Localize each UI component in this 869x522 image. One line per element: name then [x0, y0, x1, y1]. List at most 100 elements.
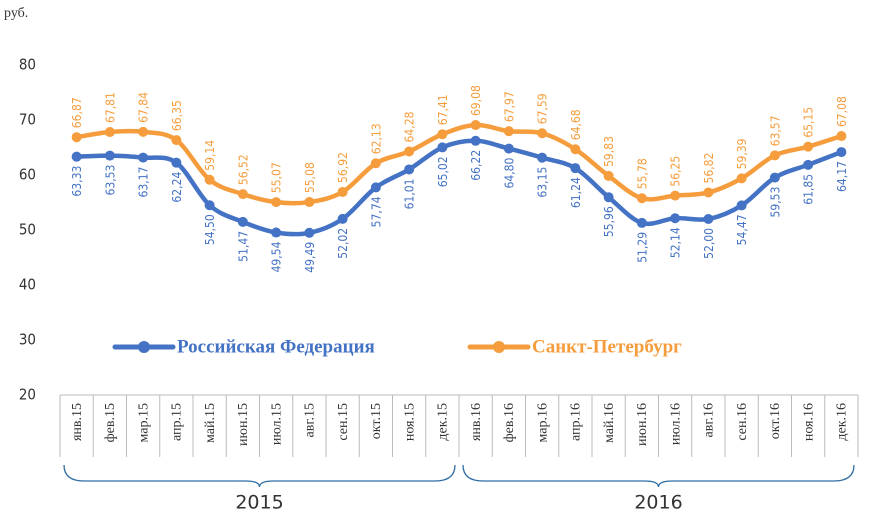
point [71, 151, 82, 162]
point [404, 164, 415, 175]
point [537, 128, 548, 139]
point [636, 193, 647, 204]
point [437, 142, 448, 153]
value-label: 59,83 [602, 136, 616, 167]
year-brace [63, 464, 456, 488]
x-tick-label: мар.16 [535, 403, 550, 442]
point [104, 150, 115, 161]
point [370, 182, 381, 193]
value-label: 66,87 [70, 97, 84, 128]
value-label: 59,53 [768, 187, 782, 218]
value-label: 55,07 [270, 162, 284, 193]
y-tick-label: 40 [19, 276, 36, 294]
value-label: 52,02 [336, 228, 350, 259]
value-label: 63,17 [137, 167, 151, 198]
point [271, 197, 282, 208]
legend-marker [138, 341, 150, 353]
value-label: 63,53 [103, 165, 117, 196]
value-label: 55,08 [303, 162, 317, 193]
value-label: 67,97 [502, 91, 516, 122]
value-label: 55,96 [602, 206, 616, 237]
point [836, 131, 847, 142]
x-tick-label: дек.16 [835, 403, 850, 441]
legend-label: Санкт-Петербург [532, 336, 682, 357]
x-tick-label: апр.16 [569, 403, 584, 441]
value-label: 65,02 [436, 156, 450, 187]
point [769, 150, 780, 161]
x-tick-label: авг.15 [303, 403, 318, 438]
year-label: 2016 [634, 492, 682, 514]
value-label: 67,08 [835, 96, 849, 127]
value-label: 49,49 [303, 242, 317, 273]
value-label: 56,52 [236, 154, 250, 185]
value-label: 64,17 [835, 161, 849, 192]
x-tick-label: сен.15 [336, 403, 351, 441]
x-tick-label: мар.15 [136, 403, 151, 442]
point [304, 197, 315, 208]
point [803, 159, 814, 170]
point [370, 158, 381, 169]
value-label: 56,82 [702, 153, 716, 184]
value-label: 64,28 [403, 111, 417, 142]
point [104, 127, 115, 138]
point [570, 144, 581, 155]
point [470, 120, 481, 131]
value-label: 64,80 [502, 157, 516, 188]
series-line [74, 122, 844, 206]
value-label: 63,33 [70, 166, 84, 197]
y-tick-label: 20 [19, 386, 36, 404]
point [337, 186, 348, 197]
point [636, 217, 647, 228]
value-label: 51,29 [635, 232, 649, 263]
x-tick-label: сен.16 [735, 403, 750, 441]
x-tick-label: фев.15 [103, 403, 118, 442]
point [237, 216, 248, 227]
value-label: 56,25 [669, 156, 683, 187]
point [171, 157, 182, 168]
x-tick-label: авг.16 [702, 403, 717, 438]
legend-marker [493, 341, 505, 353]
x-tick-label: май.16 [602, 403, 617, 443]
x-tick-label: июн.16 [635, 403, 650, 446]
y-tick-label: 30 [19, 331, 36, 349]
value-label: 67,59 [536, 93, 550, 124]
y-tick-label: 50 [19, 221, 36, 239]
point [138, 152, 149, 163]
x-tick-label: июл.15 [269, 403, 284, 445]
point [503, 143, 514, 154]
point [670, 190, 681, 201]
x-tick-label: ноя.15 [402, 403, 417, 441]
point [437, 129, 448, 140]
value-label: 54,47 [735, 214, 749, 245]
point [470, 135, 481, 146]
point [404, 146, 415, 157]
value-label: 65,15 [802, 107, 816, 138]
x-tick-label: окт.16 [768, 403, 783, 439]
value-label: 59,39 [735, 138, 749, 169]
point [670, 213, 681, 224]
value-label: 59,14 [203, 140, 217, 171]
legend-label: Российская Федерация [177, 336, 375, 357]
x-tick-label: дек.15 [436, 403, 451, 441]
value-label: 51,47 [236, 231, 250, 262]
point [304, 227, 315, 238]
x-tick-label: июн.15 [236, 403, 251, 446]
x-tick-label: окт.15 [369, 403, 384, 439]
point [337, 213, 348, 224]
value-label: 52,00 [702, 228, 716, 259]
x-tick-label: янв.15 [70, 403, 85, 441]
point [503, 126, 514, 137]
value-label: 55,78 [635, 158, 649, 189]
point [603, 192, 614, 203]
y-tick-label: 60 [19, 166, 36, 184]
value-label: 67,81 [103, 92, 117, 123]
point [736, 200, 747, 211]
year-brace [462, 464, 855, 488]
x-tick-label: апр.15 [170, 403, 185, 441]
value-label: 52,14 [669, 227, 683, 258]
y-tick-label: 80 [19, 56, 36, 74]
value-label: 62,13 [369, 123, 383, 154]
value-label: 62,24 [170, 172, 184, 203]
point [171, 135, 182, 146]
